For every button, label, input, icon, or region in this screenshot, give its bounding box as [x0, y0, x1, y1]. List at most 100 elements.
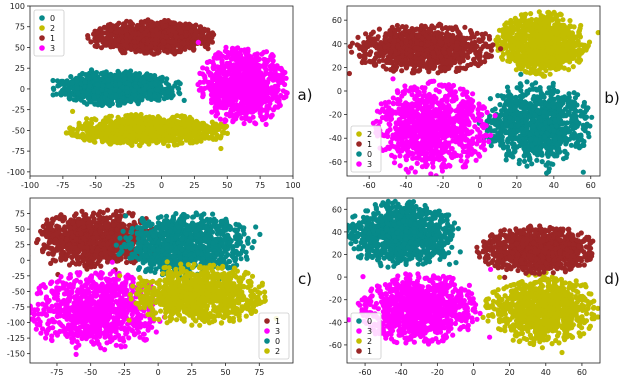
point	[205, 124, 211, 130]
points-layer	[50, 17, 290, 152]
point	[243, 96, 249, 102]
point	[500, 56, 506, 62]
point	[518, 30, 524, 36]
point	[281, 95, 287, 101]
point	[252, 75, 258, 81]
point	[215, 76, 221, 82]
point	[274, 63, 280, 69]
point	[108, 118, 114, 125]
point	[495, 34, 501, 40]
point	[528, 11, 534, 17]
point	[217, 99, 223, 106]
point	[95, 102, 101, 108]
point	[159, 130, 165, 136]
point	[161, 90, 167, 96]
point	[169, 121, 175, 128]
point	[522, 53, 529, 60]
point	[508, 25, 514, 31]
point	[560, 17, 566, 23]
point	[86, 74, 92, 80]
point	[259, 100, 265, 106]
point	[529, 16, 535, 23]
point	[106, 83, 112, 89]
point	[549, 25, 555, 31]
point	[117, 135, 123, 141]
point	[174, 113, 180, 119]
point	[58, 90, 64, 96]
point	[116, 37, 122, 43]
point	[222, 85, 228, 91]
point	[135, 101, 141, 107]
point	[117, 98, 123, 104]
point	[558, 12, 564, 18]
point	[223, 95, 229, 101]
point	[262, 61, 268, 67]
point	[229, 104, 235, 110]
point	[145, 128, 151, 134]
point	[482, 59, 488, 65]
point	[262, 116, 268, 122]
point	[202, 35, 208, 41]
point	[100, 83, 106, 89]
point	[155, 126, 161, 132]
point	[247, 75, 253, 81]
point	[238, 54, 244, 61]
point	[100, 70, 107, 76]
point	[525, 64, 531, 70]
point	[152, 93, 158, 99]
point	[113, 29, 119, 35]
point	[223, 44, 229, 51]
point	[215, 125, 221, 131]
point	[204, 59, 210, 65]
point	[566, 67, 572, 73]
point	[184, 25, 190, 31]
point	[233, 85, 239, 91]
point	[119, 34, 125, 40]
point	[543, 18, 549, 25]
y-tick-label: 75	[15, 23, 25, 32]
point	[188, 28, 194, 34]
point	[238, 104, 244, 110]
point	[104, 35, 110, 41]
point	[181, 41, 187, 47]
point	[551, 63, 557, 69]
point	[234, 102, 240, 108]
point	[62, 91, 68, 97]
point	[129, 135, 135, 141]
point	[120, 50, 126, 56]
point	[241, 120, 247, 127]
point	[536, 17, 543, 23]
point	[153, 27, 159, 33]
points-layer	[347, 9, 600, 176]
point	[526, 53, 533, 59]
point	[198, 85, 204, 91]
point	[82, 79, 88, 85]
point	[108, 123, 114, 129]
point	[55, 83, 61, 89]
point	[261, 49, 267, 55]
point	[165, 49, 171, 55]
panel-label: a)	[297, 86, 312, 104]
point	[253, 101, 259, 107]
point	[509, 56, 515, 62]
point	[508, 45, 515, 51]
series-2	[484, 9, 600, 79]
x-tick-label: 75	[255, 181, 265, 190]
point	[228, 80, 234, 86]
point	[268, 114, 274, 120]
point	[252, 120, 258, 126]
point	[262, 57, 268, 63]
point	[226, 86, 232, 92]
point	[163, 23, 169, 29]
point	[380, 63, 386, 69]
legend-label-1: 1	[50, 34, 55, 43]
point	[215, 52, 221, 58]
point	[577, 57, 584, 63]
y-tick-label: 0	[20, 85, 25, 94]
point	[275, 83, 281, 89]
point	[241, 109, 247, 116]
y-tick-label: 50	[15, 43, 25, 52]
point	[102, 137, 108, 143]
point	[233, 97, 239, 103]
